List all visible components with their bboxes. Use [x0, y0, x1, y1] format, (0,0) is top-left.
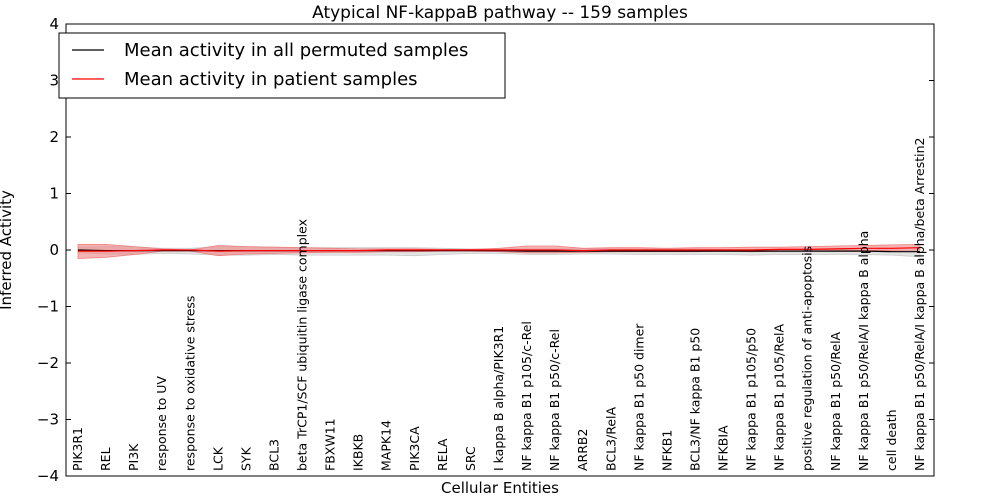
y-tick-label: 1	[49, 185, 59, 203]
category-label: NF kappa B1 p50 dimer	[631, 323, 646, 471]
category-label: RELA	[435, 438, 450, 471]
category-label: positive regulation of anti-apoptosis	[800, 246, 815, 471]
y-axis-ticks: −4 −3 −2 −1 0 1 2 3 4	[37, 15, 934, 485]
category-label: IKBKB	[351, 434, 366, 471]
y-tick-label: 4	[49, 15, 59, 33]
category-label: cell death	[884, 409, 899, 471]
category-label: SYK	[238, 446, 253, 471]
plot-frame	[65, 23, 935, 477]
category-label: I kappa B alpha/PIK3R1	[491, 326, 506, 471]
category-label: PIK3R1	[70, 427, 85, 471]
y-tick-label: −4	[37, 467, 59, 485]
category-labels: PIK3R1 REL PI3K response to UV response to o…	[70, 138, 927, 472]
category-label: PIK3CA	[407, 426, 422, 471]
y-tick-label: −2	[37, 354, 59, 372]
band-patient	[77, 243, 921, 259]
y-tick-label: −1	[37, 298, 59, 316]
legend-label-permuted: Mean activity in all permuted samples	[124, 40, 468, 61]
confidence-bands	[77, 243, 921, 259]
category-label: PI3K	[126, 443, 141, 471]
category-label: SRC	[463, 446, 478, 471]
series-lines	[77, 247, 921, 253]
line-patient	[78, 247, 921, 252]
category-label: NFKBIA	[716, 425, 731, 471]
chart-title: Atypical NF-kappaB pathway -- 159 sample…	[312, 3, 688, 23]
category-label: NFKB1	[659, 430, 674, 471]
category-label: LCK	[210, 446, 225, 471]
y-tick-label: 3	[49, 72, 59, 90]
category-label: NF kappa B1 p50/RelA/I kappa B alpha	[856, 231, 871, 471]
category-label: beta TrCP1/SCF ubiquitin ligase complex	[295, 219, 310, 471]
legend: Mean activity in all permuted samples Me…	[58, 32, 506, 99]
category-label: BCL3	[267, 439, 282, 471]
category-label: ARRB2	[575, 429, 590, 471]
category-label: FBXW11	[323, 418, 338, 471]
y-axis-label: Inferred Activity	[0, 190, 15, 310]
category-label: NF kappa B1 p105/p50	[744, 328, 759, 471]
category-label: NF kappa B1 p105/c-Rel	[519, 321, 534, 471]
y-tick-label: 0	[49, 241, 59, 259]
category-label: NF kappa B1 p50/c-Rel	[547, 329, 562, 471]
category-label: response to oxidative stress	[182, 296, 197, 471]
category-label: response to UV	[154, 376, 169, 471]
legend-label-patient: Mean activity in patient samples	[124, 69, 418, 90]
legend-box	[58, 32, 506, 99]
category-label: NF kappa B1 p50/RelA/I kappa B alpha/bet…	[912, 138, 927, 472]
category-label: REL	[98, 447, 113, 471]
category-label: BCL3/NF kappa B1 p50	[688, 328, 703, 471]
category-label: BCL3/RelA	[603, 407, 618, 471]
category-label: NF kappa B1 p105/RelA	[772, 324, 787, 471]
x-axis-label: Cellular Entities	[441, 479, 559, 497]
category-label: MAPK14	[379, 420, 394, 471]
category-label: NF kappa B1 p50/RelA	[828, 331, 843, 471]
y-tick-label: 2	[49, 128, 59, 146]
y-tick-label: −3	[37, 411, 59, 429]
